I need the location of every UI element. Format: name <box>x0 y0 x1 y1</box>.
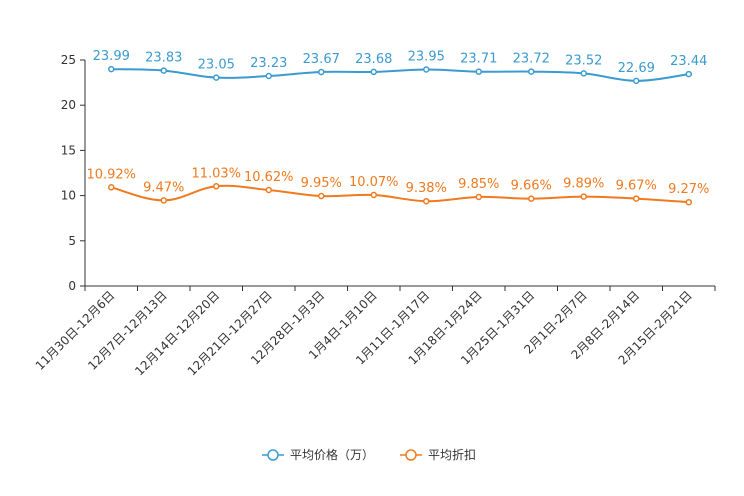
data-point[interactable] <box>580 193 587 200</box>
data-label: 22.69 <box>618 61 655 76</box>
data-point[interactable] <box>160 197 167 204</box>
data-label: 9.66% <box>511 179 552 194</box>
data-point[interactable] <box>423 66 430 73</box>
data-point[interactable] <box>633 195 640 202</box>
legend[interactable]: 平均价格（万） 平均折扣 <box>262 447 476 462</box>
data-point[interactable] <box>160 67 167 74</box>
data-label: 9.47% <box>143 180 184 195</box>
data-label: 10.92% <box>86 167 136 182</box>
legend-marker <box>405 449 417 461</box>
data-point[interactable] <box>108 65 115 73</box>
data-label: 23.99 <box>93 49 130 64</box>
y-tick-label: 5 <box>68 234 76 248</box>
series-line <box>111 68 689 82</box>
data-point[interactable] <box>423 197 430 205</box>
data-point[interactable] <box>528 195 535 202</box>
data-label: 9.89% <box>563 177 604 192</box>
data-point[interactable] <box>580 70 587 77</box>
data-point[interactable] <box>213 183 220 190</box>
y-tick-label: 25 <box>61 53 76 67</box>
data-label: 23.72 <box>513 52 550 67</box>
data-label: 10.07% <box>349 175 399 190</box>
data-label: 23.05 <box>198 58 235 73</box>
data-label: 11.03% <box>191 166 241 181</box>
y-tick-label: 0 <box>68 279 76 293</box>
series-layer: 23.99 23.83 23.05 23.23 23.67 23.68 23.95 23.71… <box>86 49 709 206</box>
data-point[interactable] <box>318 192 325 200</box>
data-point[interactable] <box>475 193 482 201</box>
y-tick-label: 10 <box>61 189 76 203</box>
data-point[interactable] <box>370 68 377 76</box>
data-point[interactable] <box>108 184 115 191</box>
data-point[interactable] <box>370 191 377 199</box>
data-point[interactable] <box>685 70 692 78</box>
legend-item-avg-price[interactable]: 平均价格（万） <box>262 447 374 462</box>
data-point[interactable] <box>265 186 272 194</box>
data-label: 23.95 <box>408 49 445 64</box>
data-label: 23.83 <box>145 51 182 66</box>
legend-item-avg-discount[interactable]: 平均折扣 <box>400 447 476 462</box>
data-point[interactable] <box>475 68 482 75</box>
data-point[interactable] <box>265 72 272 80</box>
series-avg-discount: 10.92% 9.47% 11.03% 10.62% 9.95% 10.07% 9.38% 9… <box>86 166 709 206</box>
legend-label: 平均价格（万） <box>290 447 374 462</box>
data-label: 9.95% <box>301 176 342 191</box>
data-point[interactable] <box>685 198 692 206</box>
data-label: 9.27% <box>668 182 709 197</box>
data-label: 23.68 <box>355 52 392 67</box>
data-point[interactable] <box>528 68 535 75</box>
data-label: 23.71 <box>460 52 497 67</box>
series-avg-price: 23.99 23.83 23.05 23.23 23.67 23.68 23.95 23.71… <box>93 49 707 85</box>
data-label: 23.52 <box>565 53 602 68</box>
legend-marker <box>267 449 279 461</box>
y-tick-label: 15 <box>61 143 76 157</box>
legend-label: 平均折扣 <box>428 447 476 462</box>
series-line <box>110 184 689 204</box>
axes: 051015202511月30日-12月6日12月7日-12月13日12月14日… <box>33 53 716 378</box>
data-label: 23.44 <box>670 54 707 69</box>
data-label: 23.23 <box>250 56 287 71</box>
y-tick-label: 20 <box>61 98 76 112</box>
data-label: 10.62% <box>244 170 294 185</box>
data-label: 23.67 <box>303 52 340 67</box>
data-label: 9.67% <box>616 179 657 194</box>
data-label: 9.38% <box>406 181 447 196</box>
data-label: 9.85% <box>458 177 499 192</box>
data-point[interactable] <box>633 77 640 85</box>
data-point[interactable] <box>213 74 220 81</box>
data-point[interactable] <box>318 68 325 76</box>
